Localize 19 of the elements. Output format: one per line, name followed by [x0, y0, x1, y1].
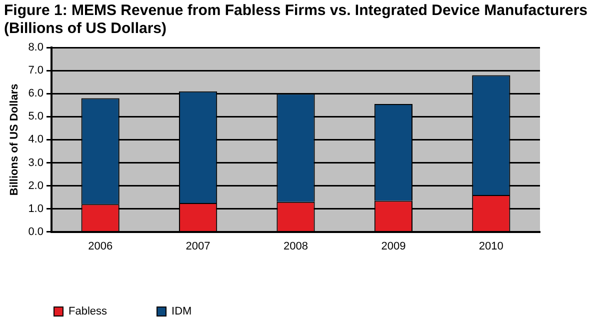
y-tick-label: 6.0	[28, 88, 44, 100]
chart-subtitle: (Billions of US Dollars)	[4, 20, 168, 38]
x-tick-label: 2006	[88, 240, 113, 252]
x-tick-label: 2010	[478, 240, 504, 252]
y-tick-label: 8.0	[28, 42, 44, 54]
y-tick-label: 4.0	[28, 134, 44, 146]
y-tick-label: 2.0	[28, 180, 44, 192]
x-tick-label: 2009	[381, 240, 406, 252]
x-tick-label: 2007	[186, 240, 210, 252]
y-tick-label: 1.0	[28, 202, 44, 215]
y-tick-label: 0.0	[28, 226, 44, 238]
y-tick-label: 3.0	[28, 156, 44, 169]
y-tick-label: 5.0	[28, 110, 44, 123]
x-tick-label: 2008	[284, 240, 308, 252]
legend-label: Fabless	[68, 306, 108, 318]
y-axis-title: Billions of US Dollars	[8, 84, 21, 196]
chart-title: Figure 1: MEMS Revenue from Fabless Firms vs. Integrated Device Manufacturers	[4, 2, 588, 20]
y-tick-label: 7.0	[28, 64, 44, 77]
legend-label: IDM	[172, 306, 192, 318]
